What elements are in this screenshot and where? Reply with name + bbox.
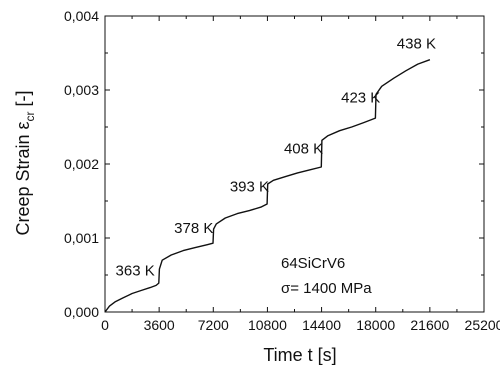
temperature-annotations: 363 K 378 K 393 K 408 K 423 K 438 K — [116, 36, 436, 280]
info-material: 64SiCrV6 — [281, 255, 345, 272]
x-axis-title: Time t [s] — [263, 345, 336, 365]
y-tick-label: 0,003 — [64, 82, 99, 98]
x-tick-label: 7200 — [198, 317, 229, 333]
y-axis-title: Creep Strain εcr [-] — [13, 90, 37, 235]
x-tick-label: 10800 — [248, 317, 287, 333]
plot-area — [104, 59, 431, 313]
x-tick-label: 25200 — [465, 317, 500, 333]
y-tick-label: 0,002 — [64, 156, 99, 172]
y-tick-label: 0,001 — [64, 230, 99, 246]
x-tick-label: 18000 — [356, 317, 395, 333]
temperature-label: 378 K — [174, 220, 213, 237]
temperature-label: 408 K — [284, 141, 323, 158]
ticks: 0 3600 7200 10800 14400 18000 21600 25200 0,000 0… — [64, 8, 500, 333]
x-tick-label: 21600 — [410, 317, 449, 333]
material-info: 64SiCrV6 σ= 1400 MPa — [281, 255, 372, 297]
y-tick-label: 0,000 — [64, 304, 99, 320]
temperature-label: 438 K — [397, 36, 436, 53]
x-tick-label: 0 — [101, 317, 109, 333]
temperature-label: 423 K — [341, 90, 380, 107]
creep-strain-series-line — [104, 59, 431, 313]
x-tick-label: 3600 — [144, 317, 175, 333]
x-tick-label: 14400 — [302, 317, 341, 333]
temperature-label: 393 K — [230, 178, 269, 195]
y-tick-label: 0,004 — [64, 8, 99, 24]
info-stress: σ= 1400 MPa — [281, 280, 372, 297]
temperature-label: 363 K — [116, 263, 155, 280]
